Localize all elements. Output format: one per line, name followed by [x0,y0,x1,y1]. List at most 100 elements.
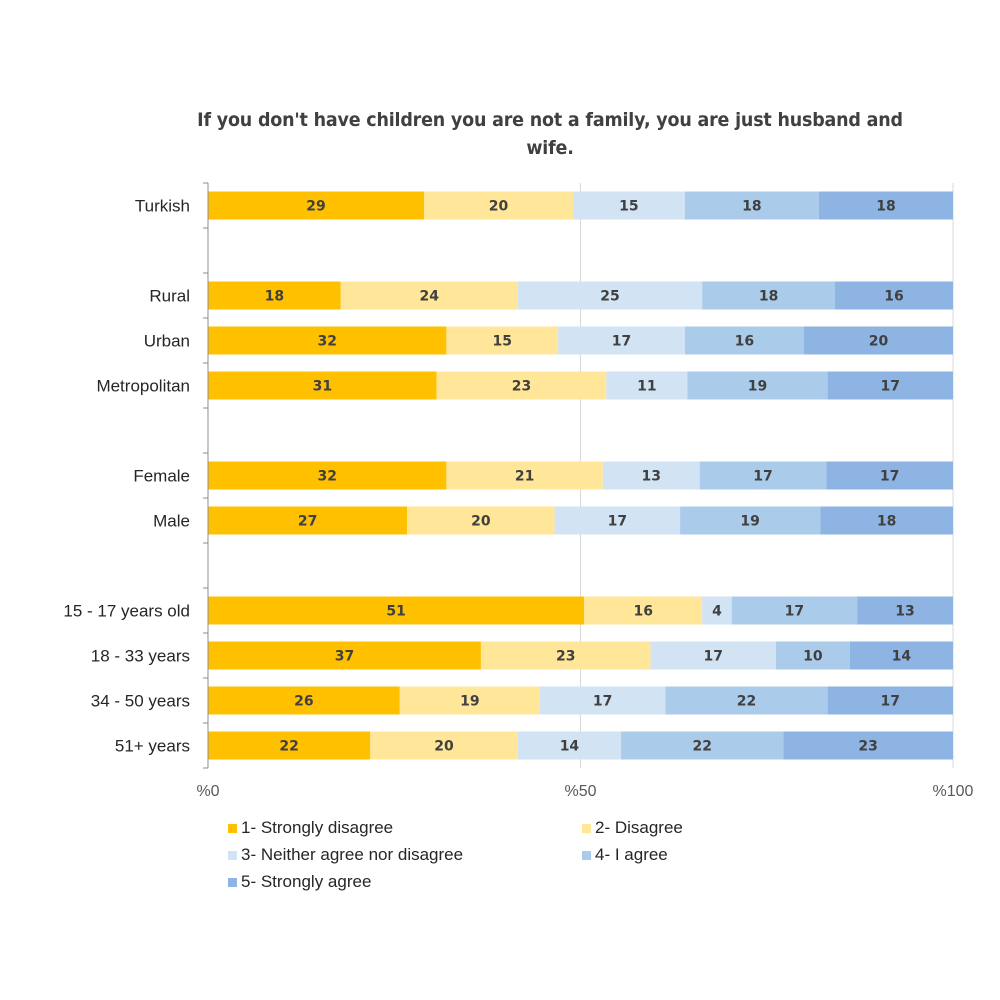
bar-segment [573,191,685,220]
bar-segment [424,191,574,220]
data-label: 17 [612,334,631,350]
bar-segment [665,686,828,715]
bar-segment [208,326,447,355]
data-label: 20 [471,514,491,530]
bar-segment [517,281,703,310]
bar-segment [834,281,953,310]
category-label: 18 - 33 years [91,647,190,666]
data-label: 22 [737,694,756,710]
bar-segment [702,281,835,310]
data-label: 17 [608,514,627,530]
data-label: 20 [434,739,454,755]
legend-label: 3- Neither agree nor disagree [241,845,464,864]
data-label: 18 [876,199,895,215]
bar-segment [208,191,425,220]
bar-segment [436,371,607,400]
data-label: 14 [892,649,912,665]
data-label: 17 [881,694,900,710]
bar-segment [731,596,858,625]
x-tick-labels: %0 %50 %100 [196,783,973,800]
bar-segment [208,281,341,310]
bar-segment [446,326,559,355]
data-label: 21 [515,469,534,485]
bar-segment [399,686,540,715]
data-label: 23 [858,739,877,755]
bar-segment [539,686,666,715]
category-label: Rural [149,287,190,306]
category-label: 51+ years [115,737,190,756]
data-label: 19 [740,514,759,530]
bar-segment [554,506,681,535]
bar-segment [606,371,688,400]
category-label: Male [153,512,190,531]
category-label: 15 - 17 years old [63,602,190,621]
data-label: 23 [512,379,531,395]
data-label: 19 [748,379,767,395]
legend-label: 5- Strongly agree [241,872,372,891]
x-tick-label: %100 [933,783,974,800]
data-label: 32 [317,469,336,485]
legend-item: 3- Neither agree nor disagree [228,845,463,865]
data-label: 19 [460,694,479,710]
bar-segment [480,641,651,670]
bar-segment [407,506,555,535]
data-label: 20 [489,199,509,215]
bar-segment [857,596,953,625]
bars [208,191,953,760]
category-label: Urban [144,332,190,351]
bar-segment [827,686,953,715]
data-label: 13 [642,469,661,485]
bar-segment [208,641,481,670]
bar-segment [340,281,518,310]
bar-segment [446,461,603,490]
bar-segment [804,326,953,355]
bar-segment [558,326,685,355]
legend-swatch [582,850,591,860]
data-label: 10 [803,649,823,665]
data-label: 17 [753,469,772,485]
data-label: 23 [556,649,575,665]
data-label: 17 [704,649,723,665]
data-label: 16 [633,604,652,620]
bar-segment [208,686,400,715]
data-label: 27 [298,514,317,530]
legend-item: 1- Strongly disagree [228,818,393,838]
bar-segment [208,506,408,535]
data-label: 29 [306,199,325,215]
x-tick-label: %0 [196,783,219,800]
legend-swatch [582,823,591,833]
data-label: 17 [785,604,804,620]
data-label: 37 [335,649,354,665]
data-label: 18 [742,199,761,215]
data-label: 17 [881,379,900,395]
legend-item: 2- Disagree [582,818,683,838]
data-label: 32 [317,334,336,350]
data-label: 18 [877,514,896,530]
bar-segment [827,371,953,400]
bar-segment [687,371,828,400]
bar-segment [684,191,819,220]
category-axis [203,182,209,769]
category-label: Turkish [135,197,190,216]
category-label: Metropolitan [96,377,190,396]
bar-segment [826,461,953,490]
data-label: 22 [692,739,711,755]
category-labels: Turkish Rural Urban Metropolitan Female Male 1… [63,197,190,756]
bar-segment [820,506,953,535]
data-label: 15 [619,199,638,215]
data-label: 4 [712,604,722,620]
data-label: 22 [279,739,298,755]
bar-segment [208,371,437,400]
bar-segment [208,731,371,760]
data-label: 26 [294,694,313,710]
legend-label: 2- Disagree [595,818,683,837]
bar-segment [680,506,821,535]
legend-item: 4- I agree [582,845,668,865]
category-label: Female [133,467,190,486]
data-label: 18 [759,289,778,305]
legend-label: 1- Strongly disagree [241,818,394,837]
x-tick-label: %50 [564,783,596,800]
data-label: 13 [895,604,914,620]
data-label: 14 [560,739,580,755]
